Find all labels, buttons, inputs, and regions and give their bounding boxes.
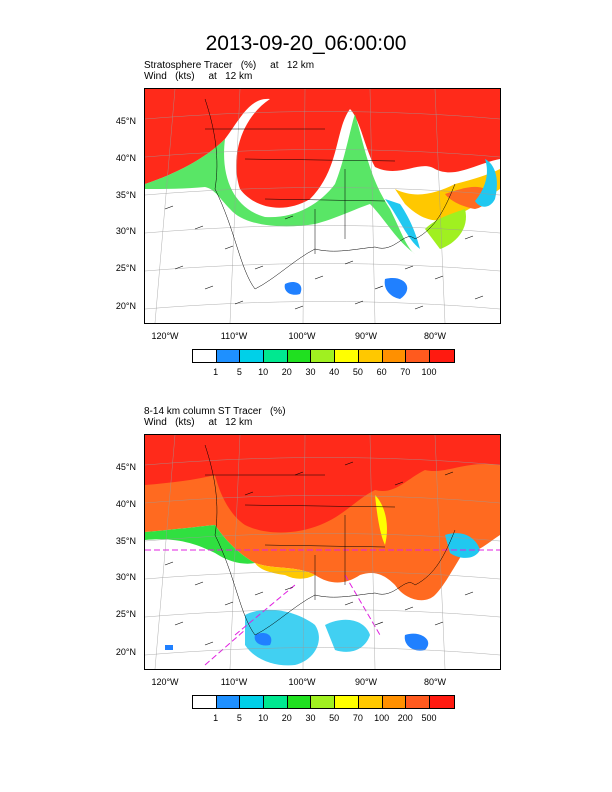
lat-label: 35°N [115, 536, 136, 546]
lat-label: 40°N [115, 153, 136, 163]
colorbar-tick: 60 [376, 367, 387, 377]
lon-label: 90°W [354, 677, 378, 687]
colorbar-tick: 20 [281, 713, 292, 723]
colorbar-tick: 100 [421, 367, 437, 377]
colorbar-swatch [358, 350, 383, 362]
colorbar-tick: 40 [329, 367, 340, 377]
colorbar-swatch [311, 350, 336, 362]
panel-1-line1: Stratosphere Tracer (%) at 12 km [144, 60, 315, 71]
colorbar-swatch [216, 350, 241, 362]
panel-2-colorbar [192, 695, 455, 709]
colorbar-tick: 30 [305, 367, 316, 377]
colorbar-swatch [264, 350, 288, 362]
lat-label: 45°N [115, 462, 136, 472]
panel-1-colorbar [192, 349, 455, 363]
colorbar-swatch [406, 350, 430, 362]
lat-label: 35°N [115, 190, 136, 200]
colorbar-swatch [240, 350, 265, 362]
panel-1-title: Stratosphere Tracer (%) at 12 km Wind (k… [144, 60, 314, 82]
colorbar-swatch [406, 696, 430, 708]
colorbar-swatch [287, 696, 312, 708]
colorbar-swatch [382, 350, 407, 362]
colorbar-tick: 5 [236, 713, 242, 723]
lat-label: 30°N [115, 572, 136, 582]
colorbar-swatch [193, 350, 217, 362]
colorbar-tick: 20 [281, 367, 292, 377]
lon-label: 80°W [423, 677, 447, 687]
panel-1-line2: Wind (kts) at 12 km [144, 71, 253, 82]
lat-label: 25°N [115, 609, 136, 619]
lat-label: 25°N [115, 263, 136, 273]
lon-label: 110°W [220, 331, 248, 341]
colorbar-tick: 10 [258, 713, 269, 723]
colorbar-swatch [240, 696, 265, 708]
lon-label: 80°W [423, 331, 447, 341]
lat-label: 40°N [115, 499, 136, 509]
panel-2-title: 8-14 km column ST Tracer (%) Wind (kts) … [144, 406, 286, 428]
lat-label: 20°N [115, 647, 136, 657]
colorbar-tick: 50 [329, 713, 340, 723]
colorbar-swatch [287, 350, 312, 362]
colorbar-swatch [193, 696, 217, 708]
panel-2-line2: Wind (kts) at 12 km [144, 417, 253, 428]
colorbar-swatch [335, 696, 359, 708]
colorbar-tick: 200 [397, 713, 413, 723]
lon-label: 90°W [354, 331, 378, 341]
colorbar-tick: 1 [213, 367, 219, 377]
colorbar-swatch [429, 696, 454, 708]
lon-label: 120°W [151, 331, 179, 341]
colorbar-swatch [382, 696, 407, 708]
panel-2-map [144, 434, 501, 670]
lat-label: 20°N [115, 301, 136, 311]
colorbar-tick: 10 [258, 367, 269, 377]
panel-2-line1: 8-14 km column ST Tracer (%) [144, 406, 286, 417]
lon-label: 120°W [151, 677, 179, 687]
colorbar-tick: 70 [352, 713, 363, 723]
colorbar-tick: 500 [421, 713, 437, 723]
lon-label: 110°W [220, 677, 248, 687]
lat-label: 45°N [115, 116, 136, 126]
main-title: 2013-09-20_06:00:00 [205, 32, 407, 55]
colorbar-tick: 50 [352, 367, 363, 377]
colorbar-tick: 70 [400, 367, 411, 377]
lon-label: 100°W [288, 331, 316, 341]
lon-label: 100°W [288, 677, 316, 687]
colorbar-swatch [216, 696, 241, 708]
colorbar-tick: 30 [305, 713, 316, 723]
panel-1-map [144, 88, 501, 324]
colorbar-swatch [335, 350, 359, 362]
lat-label: 30°N [115, 226, 136, 236]
colorbar-swatch [311, 696, 336, 708]
colorbar-tick: 1 [213, 713, 219, 723]
colorbar-swatch [264, 696, 288, 708]
colorbar-tick: 100 [374, 713, 390, 723]
colorbar-swatch [358, 696, 383, 708]
colorbar-swatch [429, 350, 454, 362]
colorbar-tick: 5 [236, 367, 242, 377]
